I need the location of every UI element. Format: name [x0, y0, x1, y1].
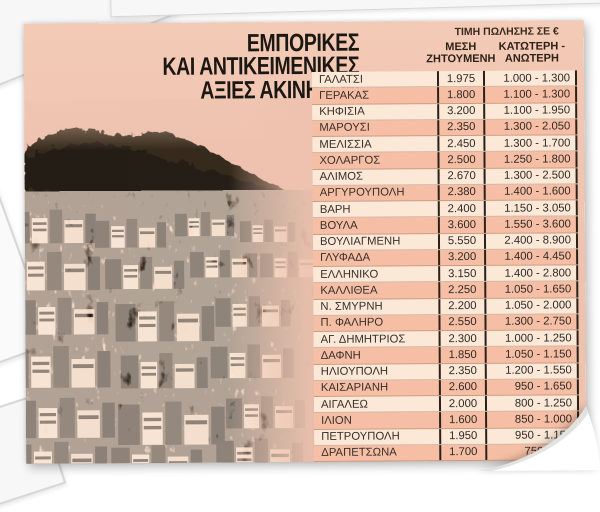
avg-price: 2.250 [438, 282, 487, 298]
price-range: 1.000 - 1.300 [484, 70, 578, 87]
price-range: 1.150 - 3.050 [485, 200, 578, 217]
avg-price: 2.670 [437, 168, 486, 184]
avg-price: 3.600 [437, 217, 486, 233]
avg-price: 2.350 [438, 363, 487, 379]
avg-price: 2.600 [438, 379, 487, 396]
avg-price: 2.380 [437, 184, 486, 201]
table-row: ΚΑΛΛΙΘΕΑ 2.250 1.050 - 1.650 [313, 281, 579, 300]
price-range: 1.000 - 1.250 [486, 330, 579, 347]
price-range: 1.050 - 1.150 [486, 346, 579, 363]
area-name: Π. ΦΑΛΗΡΟ [320, 316, 384, 330]
table-row: ΑΡΓΥΡΟΥΠΟΛΗ 2.380 1.400 - 1.600 [312, 184, 578, 202]
column-header-range-line-1: ΚΑΤΩΤΕΡΗ - [498, 40, 566, 53]
area-name: ΒΟΥΛΙΑΓΜΕΝΗ [319, 235, 401, 249]
price-range: 1.300 - 2.750 [486, 314, 579, 330]
price-range: 1.550 - 3.600 [485, 216, 578, 233]
avg-price: 2.300 [438, 330, 487, 347]
area-name: ΓΛΥΦΑΔΑ [320, 251, 371, 265]
table-row: ΒΟΥΛΑ 3.600 1.550 - 3.600 [312, 216, 578, 235]
avg-price: 2.550 [438, 314, 487, 331]
avg-price: 2.200 [438, 298, 487, 314]
table-row: ΚΗΦΙΣΙΑ 3.200 1.100 - 1.950 [312, 102, 578, 121]
cityscape-photo [24, 97, 319, 464]
area-name: ΒΑΡΗ [319, 203, 351, 216]
avg-price: 1.800 [437, 87, 486, 103]
area-name: ΒΟΥΛΑ [319, 219, 358, 232]
area-name: ΜΑΡΟΥΣΙ [319, 121, 370, 135]
area-name: ΗΛΙΟΥΠΟΛΗ [320, 365, 389, 379]
area-name: ΑΛΙΜΟΣ [319, 170, 364, 184]
infographic-card: ΕΜΠΟΡΙΚΕΣ ΚΑΙ ΑΝΤΙΚΕΙΜΕΝΙΚΕΣ ΑΞΙΕΣ ΑΚΙΝΗ… [23, 20, 600, 471]
price-range: 1.300 - 2.500 [485, 167, 578, 184]
table-row: ΗΛΙΟΥΠΟΛΗ 2.350 1.200 - 1.550 [313, 362, 579, 381]
area-name: ΑΓ. ΔΗΜΗΤΡΙΟΣ [320, 333, 406, 346]
price-range: 1.300 - 2.050 [485, 119, 578, 135]
avg-price: 2.450 [437, 135, 486, 152]
page-curl-shape [478, 406, 600, 471]
avg-price: 1.975 [436, 70, 486, 87]
table-row: ΧΟΛΑΡΓΟΣ 2.500 1.250 - 1.800 [312, 151, 578, 170]
table-row: ΔΑΦΝΗ 1.850 1.050 - 1.150 [313, 346, 579, 365]
price-range: 1.050 - 2.000 [486, 297, 579, 314]
price-range: 2.400 - 8.900 [485, 232, 579, 249]
table-row: ΕΛΛΗΝΙΚΟ 3.150 1.400 - 2.800 [313, 265, 579, 284]
area-name: Ν. ΣΜΥΡΝΗ [320, 300, 383, 314]
avg-price: 5.550 [437, 233, 487, 249]
area-name: ΧΟΛΑΡΓΟΣ [319, 154, 381, 167]
area-name: ΑΙΓΑΛΕΩ [320, 398, 368, 411]
price-range: 1.300 - 1.700 [485, 135, 578, 152]
table-row: ΓΛΥΦΑΔΑ 3.200 1.400 - 4.450 [313, 249, 579, 267]
table-row: ΜΕΛΙΣΣΙΑ 2.450 1.300 - 1.700 [312, 135, 578, 154]
area-name: ΓΕΡΑΚΑΣ [319, 89, 370, 102]
area-name: ΓΑΛΑΤΣΙ [318, 73, 364, 86]
table-row: ΑΛΙΜΟΣ 2.670 1.300 - 2.500 [312, 167, 578, 186]
avg-price: 2.400 [437, 200, 486, 217]
table-row: Π. ΦΑΛΗΡΟ 2.550 1.300 - 2.750 [313, 314, 579, 332]
table-units-header: ΤΙΜΗ ΠΩΛΗΣΗΣ ΣΕ € [454, 25, 559, 39]
area-name: ΕΛΛΗΝΙΚΟ [320, 268, 379, 281]
table-row: ΚΑΙΣΑΡΙΑΝΗ 2.600 950 - 1.650 [313, 379, 579, 397]
page-curl [478, 406, 600, 471]
area-name: ΚΑΙΣΑΡΙΑΝΗ [320, 381, 389, 395]
price-range: 1.100 - 1.300 [485, 86, 578, 103]
area-name: ΔΡΑΠΕΤΣΩΝΑ [321, 446, 397, 460]
area-name: ΠΕΤΡΟΥΠΟΛΗ [321, 430, 400, 444]
area-name: ΜΕΛΙΣΣΙΑ [319, 138, 372, 151]
table-row: ΒΑΡΗ 2.400 1.150 - 3.050 [312, 200, 578, 219]
column-header-range-line-2: ΑΝΩΤΕΡΗ [504, 52, 559, 65]
price-range: 1.100 - 1.950 [485, 102, 578, 119]
table-row: ΓΑΛΑΤΣΙ 1.975 1.000 - 1.300 [311, 70, 578, 89]
cityscape-illustration [24, 97, 319, 464]
price-range: 1.400 - 4.450 [486, 249, 579, 265]
column-header-range: ΚΑΤΩΤΕΡΗ - ΑΝΩΤΕΡΗ [476, 40, 588, 65]
table-row: ΓΕΡΑΚΑΣ 1.800 1.100 - 1.300 [312, 86, 578, 105]
avg-price: 3.150 [438, 265, 487, 282]
table-row: ΒΟΥΛΙΑΓΜΕΝΗ 5.550 2.400 - 8.900 [312, 232, 579, 251]
area-name: ΙΛΙΟΝ [321, 414, 352, 427]
table-row: Ν. ΣΜΥΡΝΗ 2.200 1.050 - 2.000 [313, 297, 579, 316]
table-row: ΜΑΡΟΥΣΙ 2.350 1.300 - 2.050 [312, 119, 578, 137]
price-table: ΓΑΛΑΤΣΙ 1.975 1.000 - 1.300 ΓΕΡΑΚΑΣ 1.80… [311, 70, 580, 462]
price-range: 1.400 - 2.800 [486, 265, 579, 282]
avg-price: 2.350 [437, 119, 486, 136]
avg-price: 1.850 [438, 347, 487, 363]
background-sheet-top [109, 0, 600, 18]
price-range: 1.400 - 1.600 [485, 184, 578, 200]
price-range: 1.050 - 1.650 [486, 281, 579, 298]
area-name: ΚΗΦΙΣΙΑ [319, 105, 365, 119]
price-range: 950 - 1.650 [486, 379, 579, 395]
area-name: ΚΑΛΛΙΘΕΑ [320, 284, 378, 297]
area-name: ΔΑΦΝΗ [320, 349, 361, 362]
price-range: 1.200 - 1.550 [486, 362, 579, 379]
avg-price: 2.500 [437, 152, 486, 168]
avg-price: 3.200 [437, 103, 486, 119]
avg-price: 3.200 [438, 249, 487, 266]
price-range: 1.250 - 1.800 [485, 151, 578, 168]
table-row: ΑΓ. ΔΗΜΗΤΡΙΟΣ 2.300 1.000 - 1.250 [313, 330, 579, 349]
area-name: ΑΡΓΥΡΟΥΠΟΛΗ [319, 186, 405, 200]
